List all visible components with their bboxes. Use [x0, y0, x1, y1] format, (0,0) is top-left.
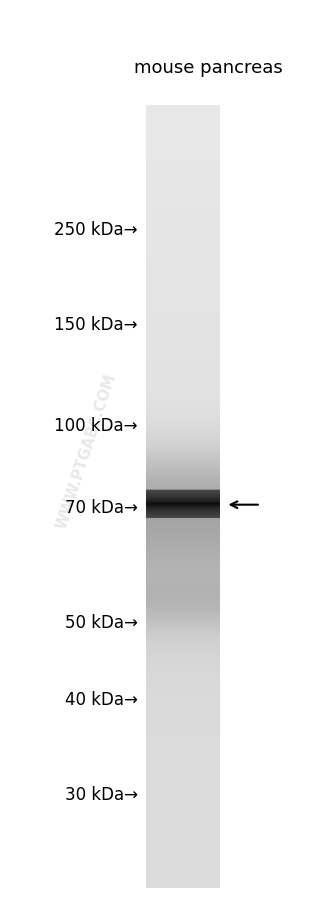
- Text: 30 kDa→: 30 kDa→: [65, 785, 138, 803]
- Text: mouse pancreas: mouse pancreas: [134, 59, 282, 77]
- Text: 100 kDa→: 100 kDa→: [54, 417, 138, 435]
- Text: 40 kDa→: 40 kDa→: [65, 690, 138, 708]
- Text: 70 kDa→: 70 kDa→: [65, 499, 138, 517]
- Text: 150 kDa→: 150 kDa→: [54, 316, 138, 334]
- Text: 50 kDa→: 50 kDa→: [65, 613, 138, 631]
- Text: 250 kDa→: 250 kDa→: [54, 221, 138, 239]
- Text: WWW.PTGABC.COM: WWW.PTGABC.COM: [54, 372, 119, 530]
